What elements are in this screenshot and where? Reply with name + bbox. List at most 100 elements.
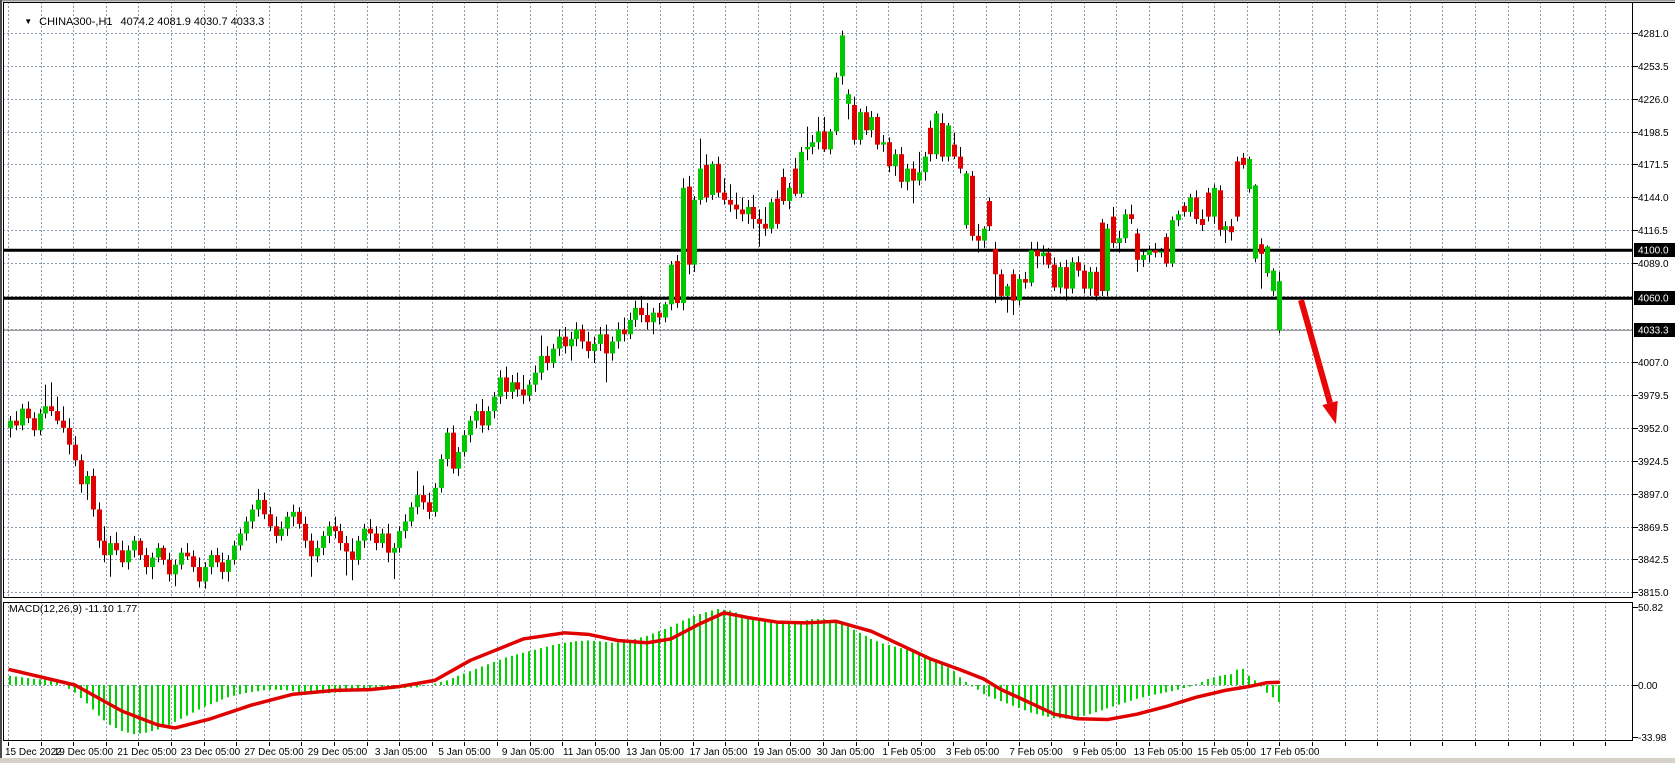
candle-body bbox=[822, 131, 827, 150]
candle-body bbox=[333, 526, 338, 532]
macd-histogram-bar bbox=[587, 640, 589, 685]
current-ohlc-values: 4074.2 4081.9 4030.7 4033.3 bbox=[120, 16, 265, 28]
macd-histogram-bar bbox=[80, 685, 82, 699]
candle-body bbox=[628, 319, 633, 335]
candle-body bbox=[993, 249, 998, 275]
macd-histogram-bar bbox=[1183, 685, 1185, 689]
candle-body bbox=[675, 261, 680, 304]
macd-histogram-bar bbox=[1053, 685, 1055, 719]
macd-histogram-bar bbox=[145, 685, 147, 733]
macd-histogram-bar bbox=[440, 681, 442, 685]
candle-body bbox=[545, 355, 550, 364]
candle-body bbox=[268, 514, 273, 527]
macd-histogram-bar bbox=[788, 622, 790, 685]
macd-histogram-bar bbox=[735, 612, 737, 685]
macd-histogram-bar bbox=[1236, 669, 1238, 685]
candle-body bbox=[875, 117, 880, 145]
candle-body bbox=[126, 550, 131, 563]
candle-body bbox=[816, 131, 821, 143]
price-axis-label: 4171.5 bbox=[1638, 160, 1669, 171]
trend-arrow-line[interactable] bbox=[1298, 299, 1333, 404]
macd-histogram-bar bbox=[434, 683, 436, 685]
macd-histogram-bar bbox=[688, 618, 690, 685]
candle-body bbox=[79, 460, 84, 485]
macd-histogram-bar bbox=[310, 685, 312, 695]
time-axis-label: 27 Dec 05:00 bbox=[244, 747, 304, 758]
chart-title-bar: ▼ CHINA300-,H1 4074.2 4081.9 4030.7 4033.3 bbox=[12, 4, 264, 40]
candle-body bbox=[1117, 238, 1122, 244]
macd-histogram-bar bbox=[570, 642, 572, 685]
candle-body bbox=[1052, 264, 1057, 288]
macd-histogram-bar bbox=[953, 671, 955, 685]
macd-histogram-bar bbox=[1083, 685, 1085, 716]
candle-body bbox=[1229, 226, 1234, 233]
candle-body bbox=[923, 156, 928, 173]
candle-body bbox=[1259, 244, 1264, 254]
candle-body bbox=[964, 173, 969, 226]
candle-body bbox=[905, 168, 910, 182]
price-badge bbox=[1634, 323, 1675, 337]
candle-body bbox=[970, 175, 975, 236]
macd-histogram-bar bbox=[575, 641, 577, 685]
macd-histogram-bar bbox=[611, 642, 613, 685]
candle-body bbox=[262, 499, 267, 515]
macd-histogram-bar bbox=[829, 620, 831, 685]
candle-body bbox=[893, 154, 898, 167]
macd-histogram-bar bbox=[546, 646, 548, 685]
macd-histogram-bar bbox=[841, 624, 843, 685]
macd-histogram-bar bbox=[198, 685, 200, 710]
candle-body bbox=[551, 348, 556, 364]
candle-body bbox=[734, 204, 739, 210]
macd-histogram-bar bbox=[233, 685, 235, 696]
candle-body bbox=[858, 112, 863, 140]
macd-histogram-bar bbox=[180, 685, 182, 719]
macd-histogram-bar bbox=[245, 685, 247, 694]
candle-body bbox=[73, 444, 78, 461]
macd-histogram-bar bbox=[210, 685, 212, 705]
macd-histogram-bar bbox=[664, 628, 666, 685]
candle-body bbox=[946, 125, 951, 157]
price-axis-label: 4253.5 bbox=[1638, 62, 1669, 73]
candle-body bbox=[716, 163, 721, 193]
macd-histogram-bar bbox=[729, 610, 731, 685]
candle-body bbox=[138, 540, 143, 556]
macd-histogram-bar bbox=[1000, 685, 1002, 702]
candle-body bbox=[179, 552, 184, 565]
time-axis-label: 15 Feb 05:00 bbox=[1197, 747, 1256, 758]
macd-histogram-bar bbox=[558, 643, 560, 685]
candle-body bbox=[338, 531, 343, 544]
macd-histogram-bar bbox=[528, 651, 530, 685]
macd-histogram-bar bbox=[971, 685, 973, 687]
candle-body bbox=[203, 567, 208, 582]
candle-body bbox=[1265, 246, 1270, 274]
candle-body bbox=[787, 187, 792, 202]
macd-histogram-bar bbox=[1171, 685, 1173, 692]
candle-body bbox=[958, 156, 963, 169]
macd-histogram-bar bbox=[216, 685, 218, 702]
candle-body bbox=[132, 540, 137, 551]
macd-histogram-bar bbox=[1130, 685, 1132, 701]
macd-histogram-bar bbox=[1207, 678, 1209, 685]
time-axis-label: 30 Jan 05:00 bbox=[817, 747, 875, 758]
macd-indicator-label: MACD(12,26,9) -11.10 1.77 bbox=[9, 603, 138, 615]
candle-body bbox=[952, 144, 957, 157]
candle-body bbox=[1170, 220, 1175, 264]
macd-histogram-bar bbox=[1248, 675, 1250, 685]
candle-body bbox=[427, 502, 432, 512]
symbol-period-label: CHINA300-,H1 bbox=[39, 16, 113, 28]
candle-body bbox=[232, 545, 237, 560]
symbol-dropdown-icon[interactable]: ▼ bbox=[24, 17, 33, 26]
candle-body bbox=[67, 427, 72, 445]
candle-body bbox=[669, 264, 674, 305]
macd-histogram-bar bbox=[1219, 675, 1221, 685]
candle-body bbox=[215, 555, 220, 563]
macd-histogram-bar bbox=[1101, 685, 1103, 711]
candle-body bbox=[515, 382, 520, 390]
macd-histogram-bar bbox=[935, 660, 937, 685]
macd-histogram-bar bbox=[463, 673, 465, 685]
macd-histogram-bar bbox=[74, 685, 76, 693]
candle-body bbox=[828, 131, 833, 150]
candle-body bbox=[1176, 214, 1181, 221]
trend-arrow-head[interactable] bbox=[1322, 400, 1338, 425]
